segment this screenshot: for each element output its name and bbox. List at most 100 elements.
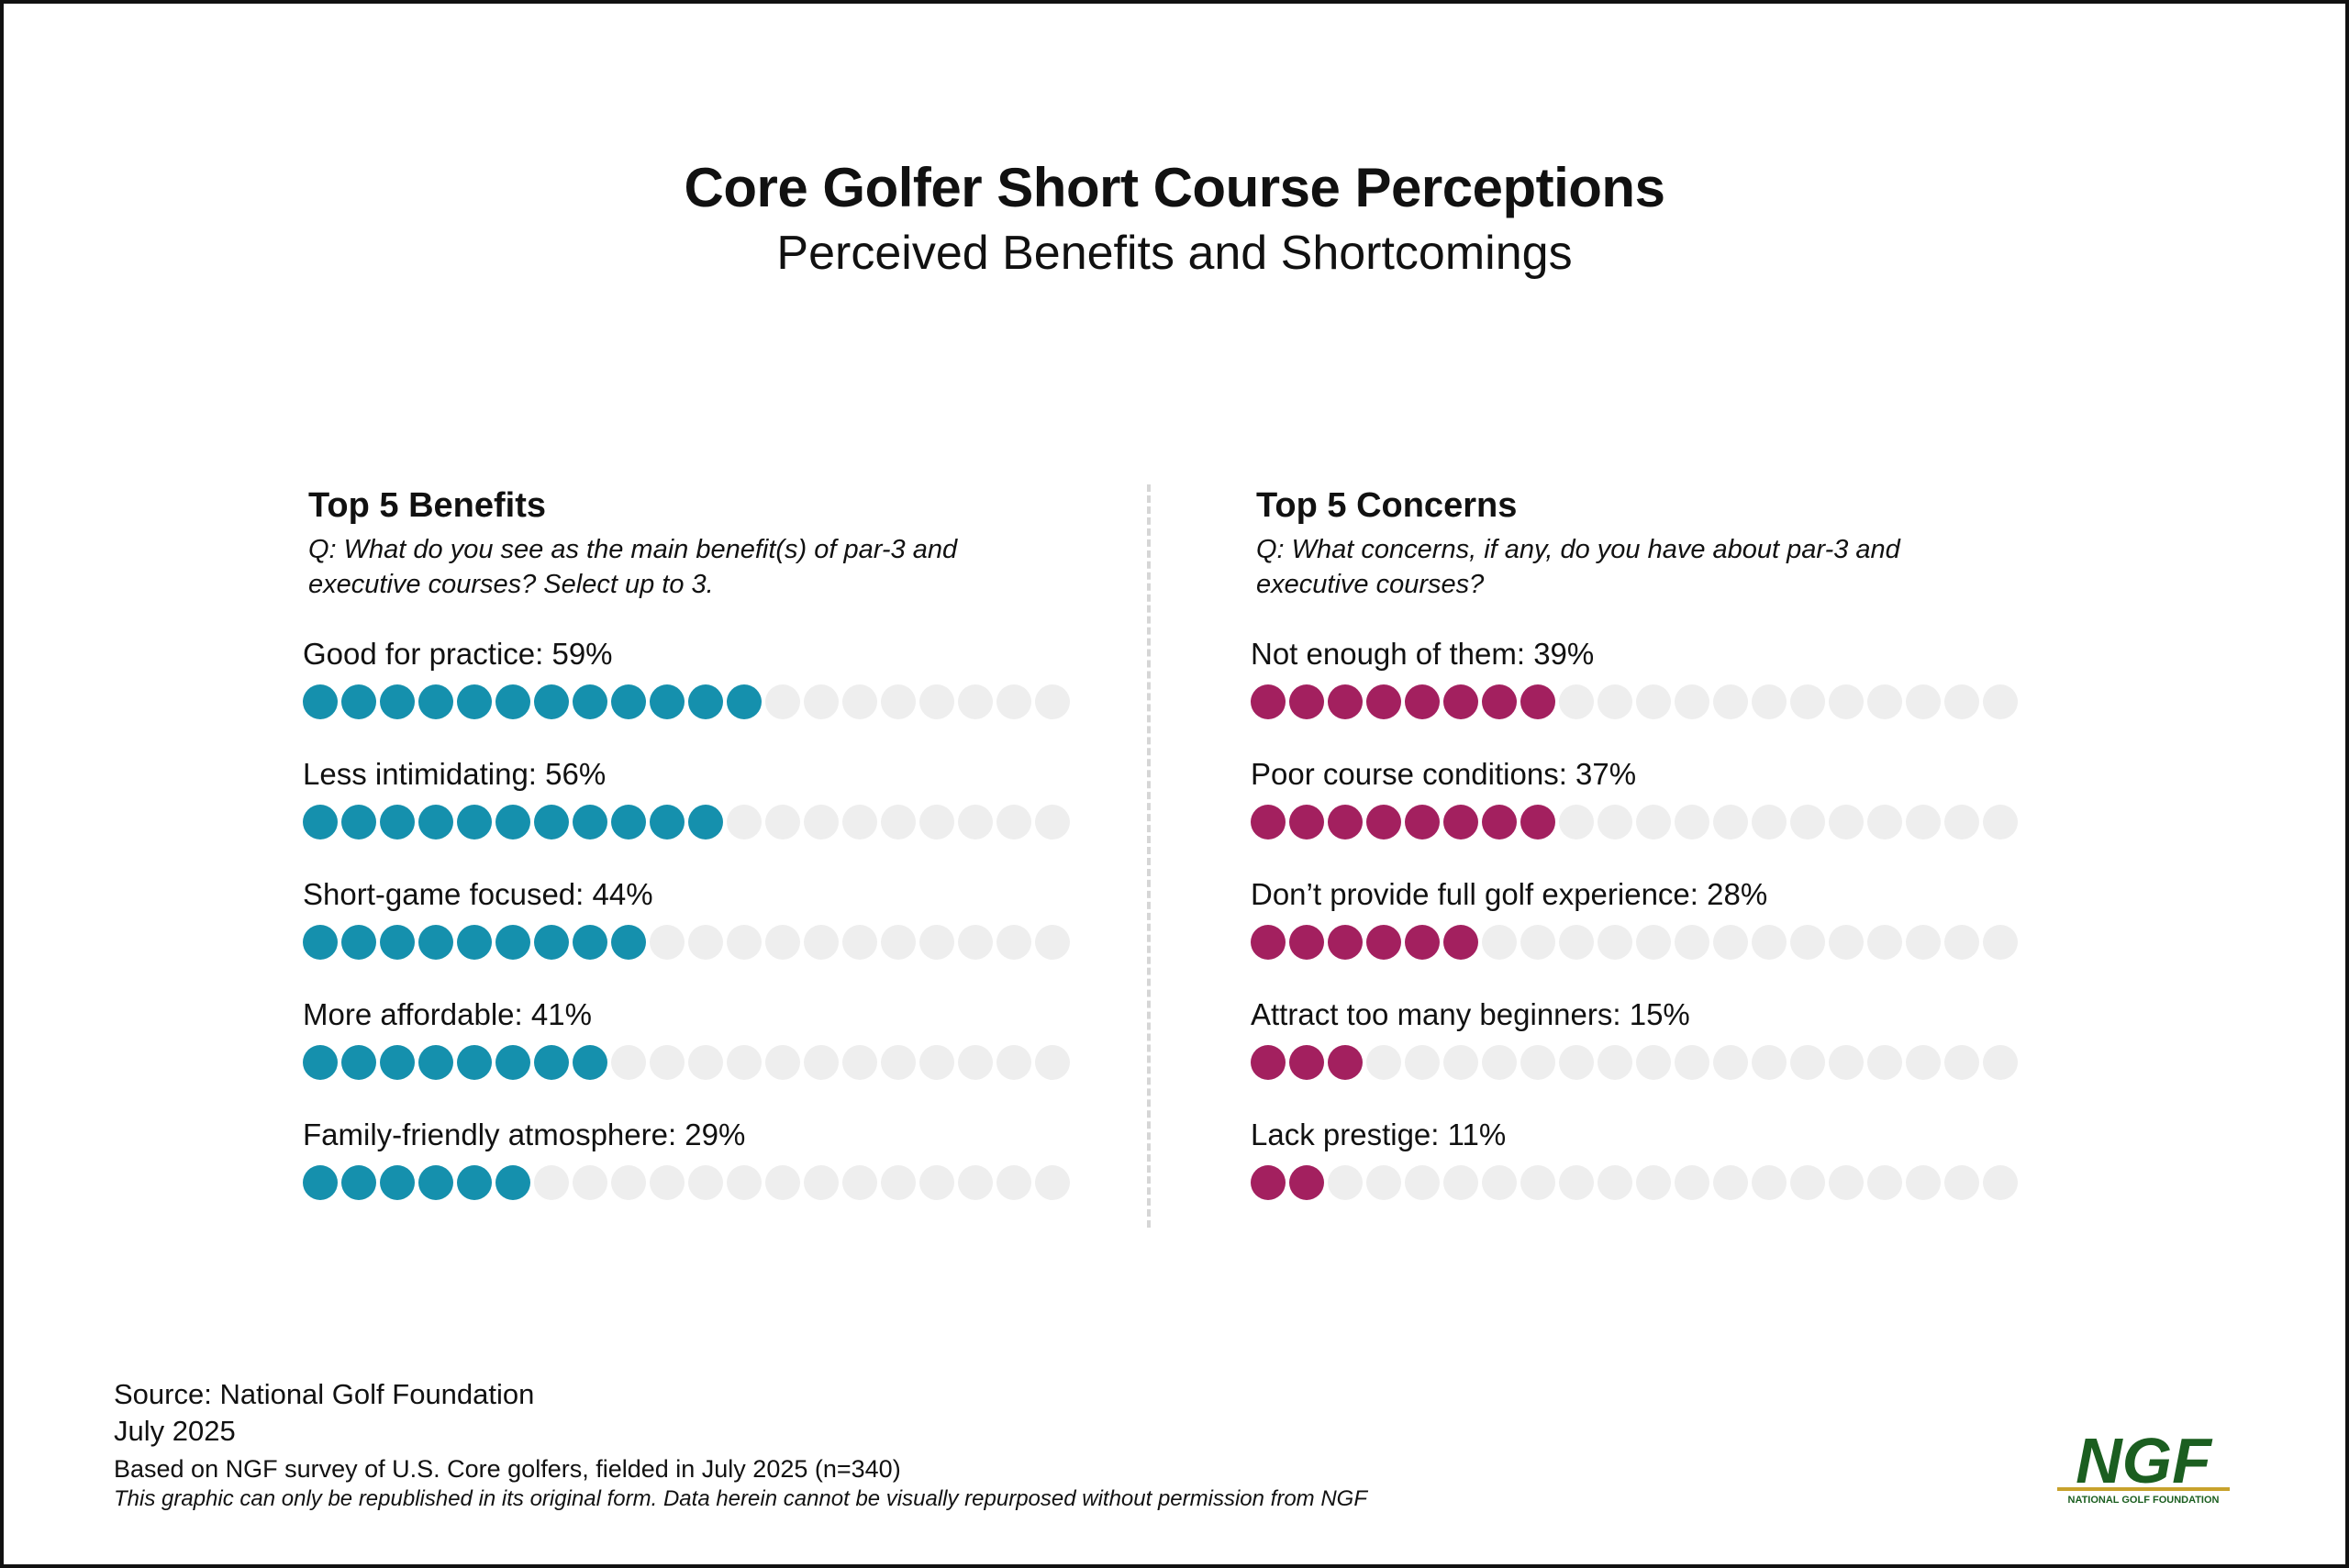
benefit-row: More affordable: 41% [303, 995, 1110, 1116]
benefit-dot-filled [341, 1165, 376, 1200]
concern-dot-filled [1328, 684, 1363, 719]
benefit-dot-filled [650, 684, 685, 719]
concern-dot-empty [1675, 684, 1709, 719]
benefit-dot-empty [996, 925, 1031, 960]
benefit-dot-empty [881, 1165, 916, 1200]
benefit-dot-filled [495, 925, 530, 960]
concern-dot-empty [1829, 925, 1864, 960]
benefit-dot-empty [611, 1165, 646, 1200]
benefit-dot-filled [341, 805, 376, 840]
footer: Source: National Golf Foundation July 20… [114, 1376, 1367, 1514]
concern-dot-empty [1328, 1165, 1363, 1200]
concern-dot-empty [1867, 1045, 1902, 1080]
concern-row: Lack prestige: 11% [1251, 1116, 2058, 1236]
concern-dot-empty [1636, 805, 1671, 840]
concern-dot-empty [1790, 1165, 1825, 1200]
concern-dot-empty [1559, 805, 1594, 840]
concern-dot-filled [1251, 684, 1286, 719]
concern-dot-empty [1482, 925, 1517, 960]
benefit-dot-empty [919, 925, 954, 960]
concern-dot-filled [1289, 805, 1324, 840]
benefit-dot-filled [534, 684, 569, 719]
benefit-dot-filled [534, 1045, 569, 1080]
concern-dot-filled [1405, 684, 1440, 719]
benefit-dot-filled [418, 925, 453, 960]
benefit-dot-filled [380, 1045, 415, 1080]
concern-dot-empty [1598, 925, 1632, 960]
concern-dot-empty [1405, 1165, 1440, 1200]
benefit-dot-empty [534, 1165, 569, 1200]
benefit-dot-empty [881, 805, 916, 840]
benefit-dot-filled [611, 684, 646, 719]
ngf-logo: NGF NATIONAL GOLF FOUNDATION [2057, 1428, 2230, 1506]
concern-dot-empty [1675, 925, 1709, 960]
concern-dot-filled [1251, 1165, 1286, 1200]
benefit-dot-empty [804, 1045, 839, 1080]
benefit-dot-empty [958, 1045, 993, 1080]
concern-dot-filled [1482, 805, 1517, 840]
benefit-dot-filled [611, 925, 646, 960]
benefit-dot-empty [804, 684, 839, 719]
concern-dot-empty [1983, 1165, 2018, 1200]
benefit-dot-empty [881, 925, 916, 960]
concern-dot-empty [1366, 1045, 1401, 1080]
benefit-dot-filled [495, 805, 530, 840]
concern-dot-empty [1790, 925, 1825, 960]
concern-dot-empty [1559, 684, 1594, 719]
concern-dot-empty [1944, 1045, 1979, 1080]
concern-dot-filled [1251, 925, 1286, 960]
concern-dot-empty [1944, 684, 1979, 719]
benefit-dot-empty [688, 1045, 723, 1080]
concern-dot-empty [1598, 684, 1632, 719]
concern-dot-filled [1482, 684, 1517, 719]
benefit-dot-empty [1035, 1165, 1070, 1200]
benefit-dot-filled [341, 684, 376, 719]
concern-dot-empty [1867, 925, 1902, 960]
benefit-dot-empty [765, 1045, 800, 1080]
benefit-dot-empty [611, 1045, 646, 1080]
benefit-dot-empty [919, 684, 954, 719]
benefit-dot-filled [457, 684, 492, 719]
benefit-dot-empty [650, 925, 685, 960]
benefit-dot-filled [418, 805, 453, 840]
concerns-question: Q: What concerns, if any, do you have ab… [1256, 535, 1900, 599]
concern-dot-bar [1251, 1045, 2058, 1080]
benefit-dot-empty [804, 1165, 839, 1200]
concern-dot-filled [1443, 925, 1478, 960]
benefit-dot-empty [1035, 684, 1070, 719]
benefit-dot-empty [1035, 805, 1070, 840]
chart-subtitle: Perceived Benefits and Shortcomings [776, 227, 1573, 280]
concern-dot-bar [1251, 925, 2058, 960]
benefits-title: Top 5 Benefits [308, 486, 546, 525]
benefit-dot-filled [611, 805, 646, 840]
benefit-dot-filled [495, 1045, 530, 1080]
benefit-dot-filled [495, 1165, 530, 1200]
concern-dot-empty [1520, 925, 1555, 960]
concern-dot-empty [1405, 1045, 1440, 1080]
benefit-dot-empty [996, 684, 1031, 719]
benefit-dot-filled [303, 1045, 338, 1080]
benefit-dot-filled [380, 805, 415, 840]
benefit-dot-filled [457, 1165, 492, 1200]
benefit-dot-empty [727, 805, 762, 840]
concern-dot-filled [1328, 1045, 1363, 1080]
concern-row: Don’t provide full golf experience: 28% [1251, 875, 2058, 995]
benefit-label: Family-friendly atmosphere: 29% [303, 1118, 746, 1151]
concern-label: Lack prestige: 11% [1251, 1118, 1507, 1151]
ngf-logo-stripe [2057, 1487, 2230, 1491]
concern-dot-filled [1405, 925, 1440, 960]
concern-label: Poor course conditions: 37% [1251, 757, 1637, 791]
benefit-dot-empty [1035, 925, 1070, 960]
concern-dot-empty [1520, 1165, 1555, 1200]
concern-dot-empty [1944, 1165, 1979, 1200]
benefit-dot-filled [380, 925, 415, 960]
benefit-dot-empty [688, 1165, 723, 1200]
benefit-row: Family-friendly atmosphere: 29% [303, 1116, 1110, 1236]
benefit-row: Good for practice: 59% [303, 635, 1110, 755]
benefit-dot-filled [457, 805, 492, 840]
ngf-logo-text: NGF [2076, 1428, 2213, 1496]
footer-source: Source: National Golf Foundation [114, 1378, 535, 1410]
concern-dot-empty [1559, 1165, 1594, 1200]
concern-dot-empty [1752, 805, 1787, 840]
benefit-dot-filled [727, 684, 762, 719]
